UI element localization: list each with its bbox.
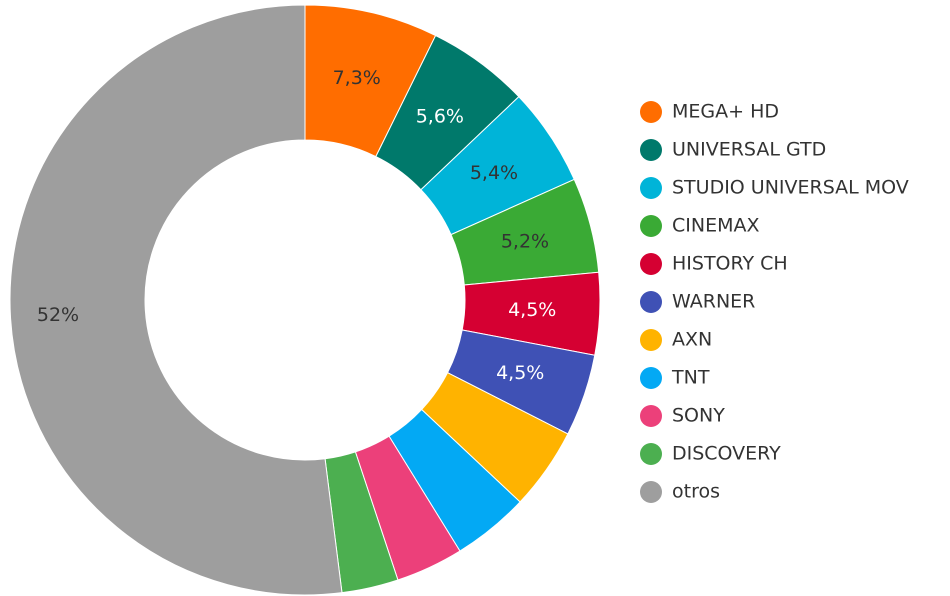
slice-label: 5,6% [416,105,464,127]
legend-swatch [640,215,662,237]
legend-label: HISTORY CH [672,253,788,275]
legend-swatch [640,443,662,465]
legend-label: TNT [671,367,710,389]
slice-label: 5,4% [470,162,518,184]
legend-label: DISCOVERY [672,443,781,465]
legend-label: SONY [672,405,725,427]
legend-label: UNIVERSAL GTD [672,139,826,161]
legend-label: STUDIO UNIVERSAL MOV [672,177,909,199]
legend-label: MEGA+ HD [672,101,779,123]
legend-label: otros [672,481,720,503]
legend-label: WARNER [672,291,755,313]
legend-swatch [640,405,662,427]
slice-label: 52% [37,304,79,326]
legend-swatch [640,291,662,313]
legend-swatch [640,177,662,199]
legend-label: CINEMAX [672,215,760,237]
slice-label: 7,3% [333,67,381,89]
legend-swatch [640,329,662,351]
legend-swatch [640,139,662,161]
legend-swatch [640,101,662,123]
slice [9,4,343,596]
slice-label: 4,5% [496,362,544,384]
slice-label: 4,5% [508,299,556,321]
legend-swatch [640,367,662,389]
legend-label: AXN [672,329,712,351]
slice-label: 5,2% [501,231,549,253]
legend-swatch [640,253,662,275]
legend-swatch [640,481,662,503]
